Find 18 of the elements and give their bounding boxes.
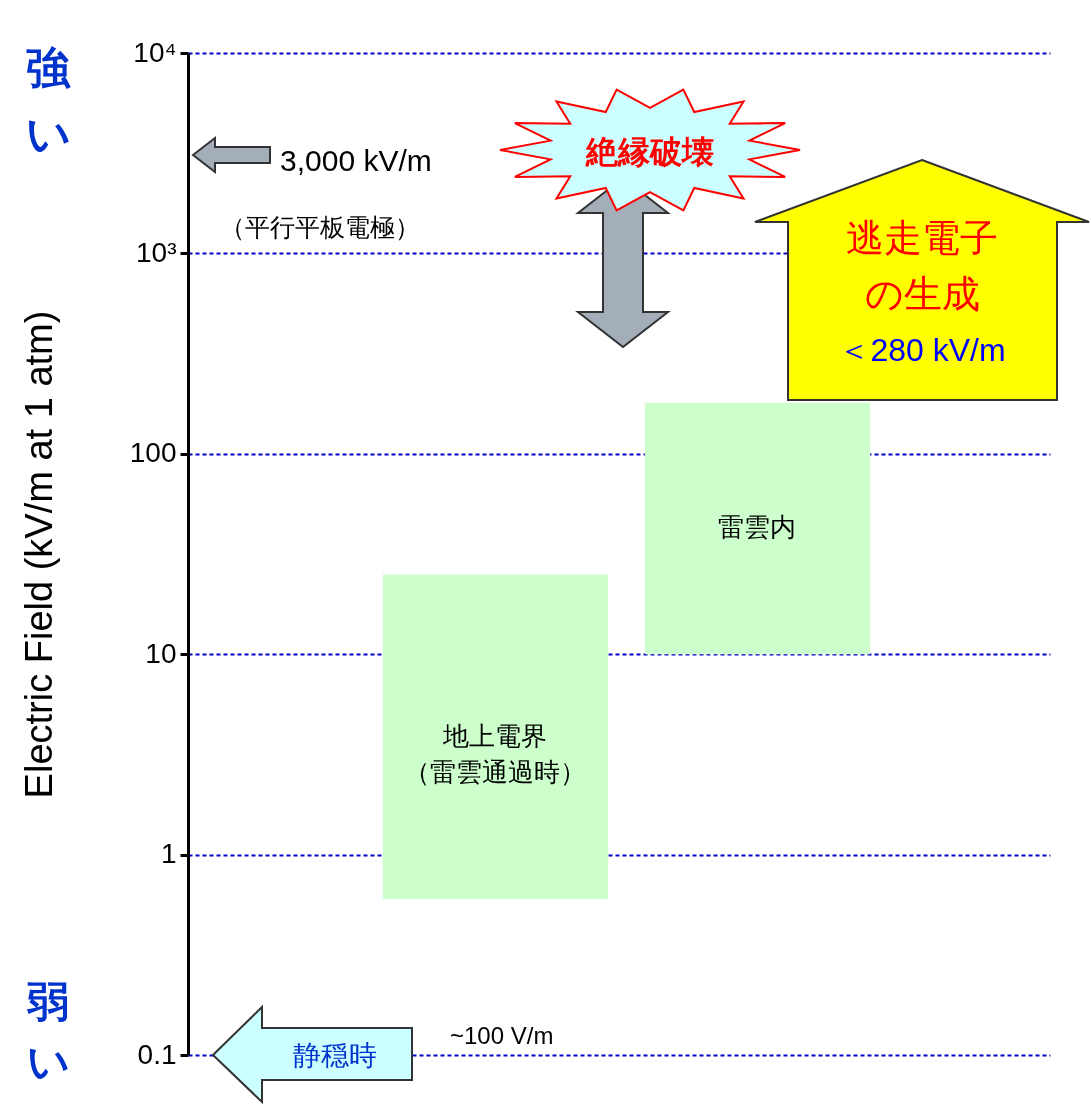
text: 強い — [25, 43, 71, 158]
y-tick-label: 1 — [160, 838, 177, 870]
annotation: ~100 V/m — [450, 1021, 554, 1049]
annotation: （平行平板電極） — [220, 213, 420, 241]
y-tick-label: 100 — [129, 437, 177, 469]
x-tick-label: 地上電界（雷雲通過時） — [404, 720, 587, 787]
y-tick-label: 10³ — [136, 236, 177, 268]
annotation: 逃走電子の生成 — [846, 217, 998, 315]
annotation: 静穏時 — [293, 1039, 377, 1071]
text: 弱い — [26, 978, 70, 1085]
annotation: ＜280 kV/m — [838, 332, 1006, 368]
x-tick-label: 雷雲内 — [718, 512, 797, 543]
annotation: 絶縁破壊 — [585, 134, 714, 170]
annotation: 3,000 kV/m — [280, 144, 432, 177]
y-axis-title: Electric Field (kV/m at 1 atm) — [17, 310, 60, 799]
y-tick-label: 10⁴ — [133, 36, 177, 68]
y-tick-label: 10 — [145, 637, 177, 669]
y-tick-label: 0.1 — [137, 1038, 177, 1070]
